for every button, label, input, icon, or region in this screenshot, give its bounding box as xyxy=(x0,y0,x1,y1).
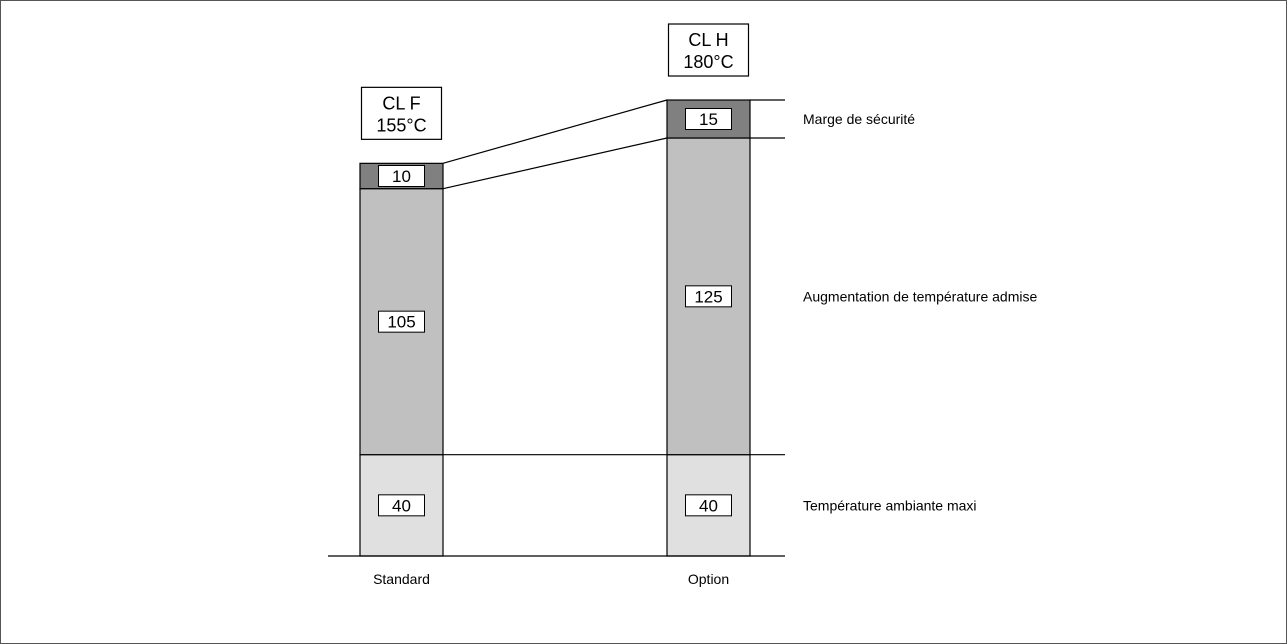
data-label: 105 xyxy=(387,313,415,332)
legend-entry: Augmentation de température admise xyxy=(803,288,1037,304)
value-box xyxy=(378,165,425,188)
data-label: 40 xyxy=(699,496,718,515)
class-label-box xyxy=(667,23,750,77)
insulation-class-label: CL F xyxy=(382,93,420,113)
connector-line xyxy=(442,137,668,190)
data-label: 40 xyxy=(392,496,411,515)
value-box xyxy=(685,108,732,131)
connector-lines xyxy=(442,99,785,456)
data-label: 125 xyxy=(694,287,722,306)
max-temperature-label: 180°C xyxy=(683,52,733,72)
category-label-standard: Standard xyxy=(373,571,430,587)
legend-entry: Température ambiante maxi xyxy=(803,497,977,513)
class-label-box xyxy=(360,86,443,140)
data-label: 10 xyxy=(392,167,411,186)
legend-group: Température ambiante maxi Augmentation de… xyxy=(803,111,1037,513)
legend-entry: Marge de sécurité xyxy=(803,111,915,127)
max-temperature-label: 155°C xyxy=(376,115,426,135)
connector-line xyxy=(442,99,668,164)
category-label-option: Option xyxy=(688,571,729,587)
value-box xyxy=(685,285,732,308)
value-box xyxy=(378,310,425,333)
value-box xyxy=(378,494,425,517)
insulation-class-label: CL H xyxy=(688,30,728,50)
value-labels-group: 40 105 10 40 125 15 xyxy=(378,108,732,517)
value-box xyxy=(685,494,732,517)
category-labels-group: Standard Option xyxy=(373,571,729,587)
data-label: 15 xyxy=(699,110,718,129)
